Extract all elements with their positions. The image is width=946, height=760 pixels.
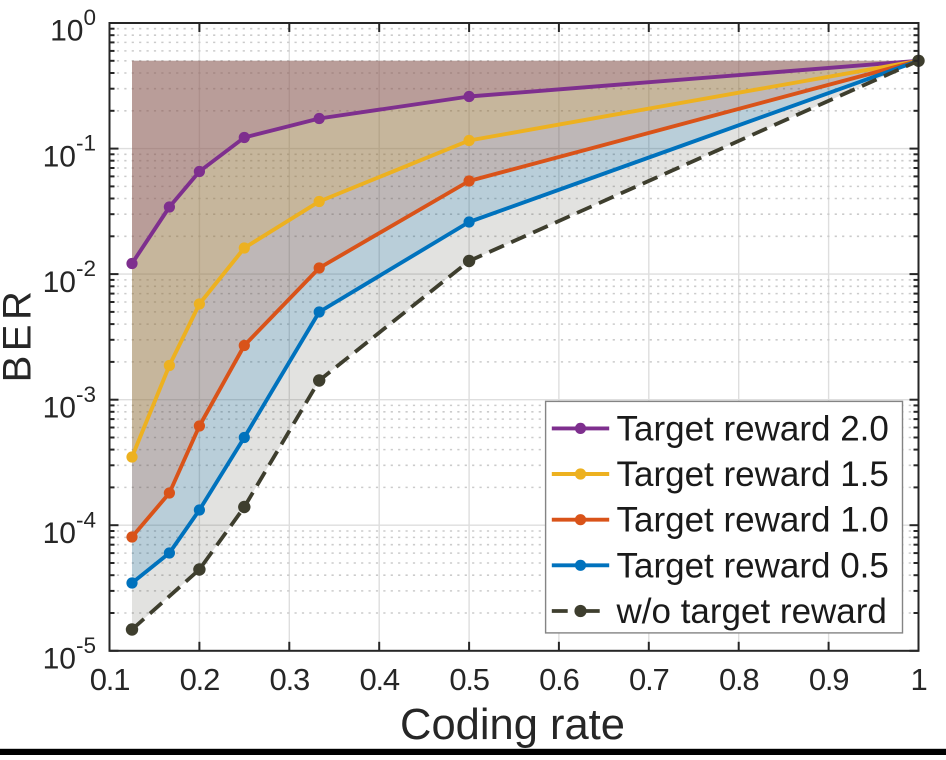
svg-text:10-2: 10-2 <box>43 256 96 299</box>
svg-text:Target reward 1.5: Target reward 1.5 <box>617 455 889 494</box>
svg-text:0.3: 0.3 <box>270 662 310 697</box>
svg-text:0.2: 0.2 <box>180 662 220 697</box>
svg-text:0.7: 0.7 <box>629 662 669 697</box>
svg-text:0.8: 0.8 <box>719 662 759 697</box>
svg-text:0.9: 0.9 <box>809 662 849 697</box>
svg-text:1: 1 <box>910 662 926 697</box>
svg-text:Target reward 0.5: Target reward 0.5 <box>617 546 889 585</box>
svg-text:10-5: 10-5 <box>43 633 96 676</box>
svg-text:10-4: 10-4 <box>43 507 96 550</box>
svg-text:Coding rate: Coding rate <box>400 701 625 749</box>
svg-text:Target reward 2.0: Target reward 2.0 <box>617 409 889 448</box>
svg-text:100: 100 <box>50 5 96 48</box>
svg-text:10-1: 10-1 <box>43 131 96 174</box>
svg-text:10-3: 10-3 <box>43 382 96 425</box>
svg-text:w/o target reward: w/o target reward <box>616 592 887 631</box>
svg-text:0.1: 0.1 <box>90 662 130 697</box>
svg-text:0.6: 0.6 <box>539 662 579 697</box>
svg-text:0.5: 0.5 <box>449 662 489 697</box>
svg-text:BER: BER <box>0 287 40 383</box>
svg-text:Target reward 1.0: Target reward 1.0 <box>617 501 889 540</box>
svg-text:0.4: 0.4 <box>359 662 399 697</box>
